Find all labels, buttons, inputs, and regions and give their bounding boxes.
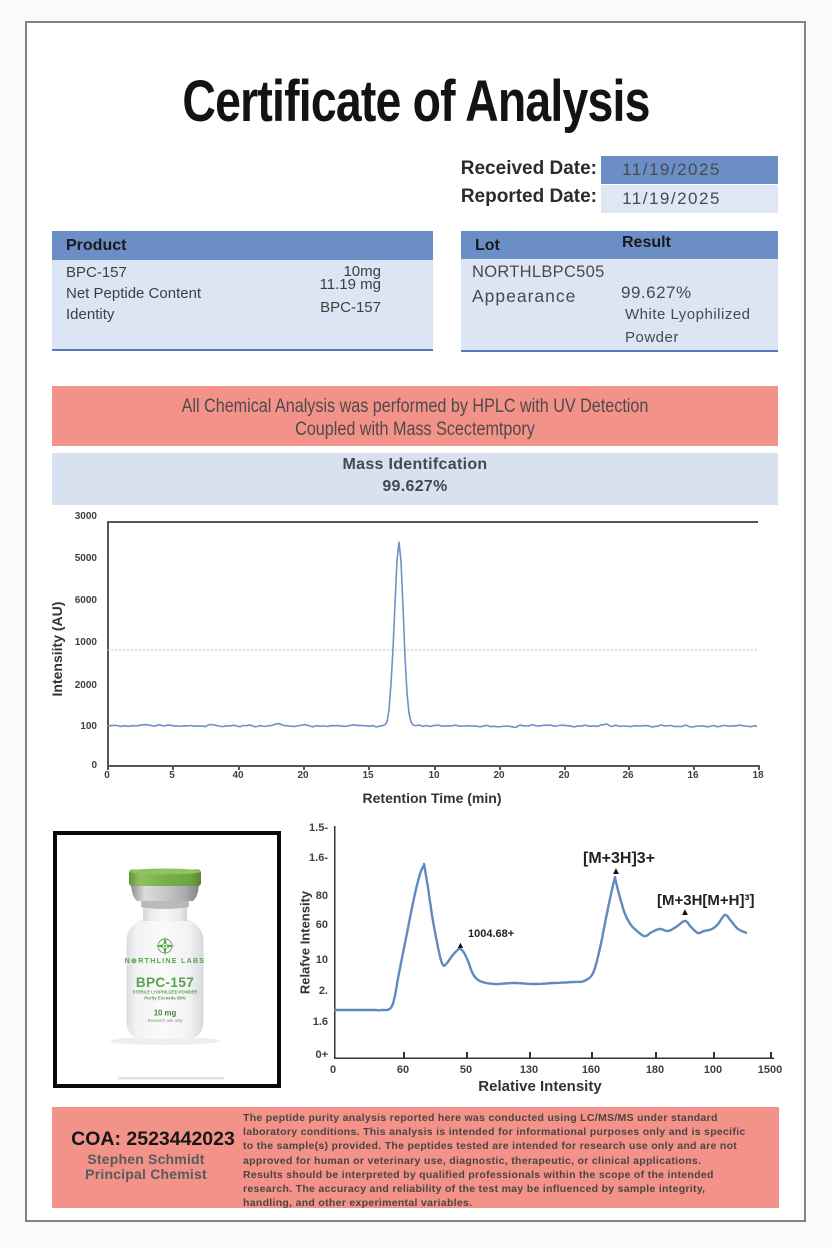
svg-text:N⊕RTHLINE LABS: N⊕RTHLINE LABS	[125, 956, 206, 965]
svg-text:10 mg: 10 mg	[154, 1009, 177, 1018]
svg-text:STERILE LYOPHILIZED POWDER: STERILE LYOPHILIZED POWDER	[133, 990, 198, 995]
svg-text:Research use only: Research use only	[148, 1018, 184, 1023]
svg-text:BPC-157: BPC-157	[136, 975, 194, 990]
svg-text:Purity Exceeds 99%: Purity Exceeds 99%	[144, 996, 186, 1001]
